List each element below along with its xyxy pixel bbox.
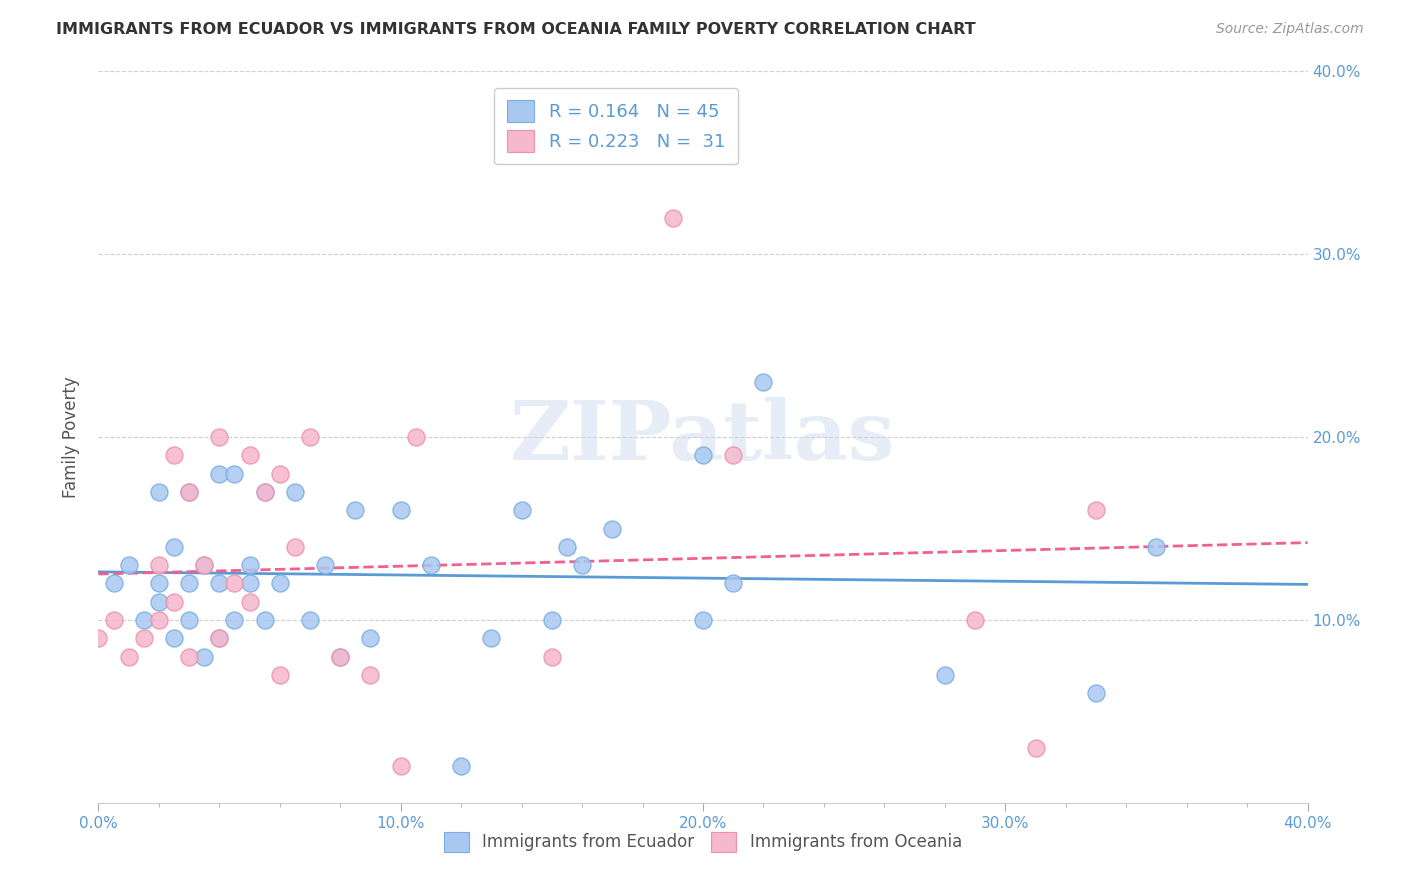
Text: ZIPatlas: ZIPatlas	[510, 397, 896, 477]
Point	[253, 613, 276, 627]
Point	[179, 576, 201, 591]
Point	[284, 485, 307, 500]
Point	[965, 613, 987, 627]
Point	[239, 558, 262, 573]
Point	[571, 558, 593, 573]
Point	[661, 211, 683, 225]
Point	[692, 448, 714, 462]
Point	[118, 558, 141, 573]
Point	[510, 503, 533, 517]
Point	[1085, 503, 1108, 517]
Point	[148, 485, 170, 500]
Y-axis label: Family Poverty: Family Poverty	[62, 376, 80, 498]
Point	[253, 485, 276, 500]
Point	[224, 467, 246, 481]
Point	[103, 613, 125, 627]
Point	[450, 759, 472, 773]
Point	[253, 485, 276, 500]
Point	[389, 759, 412, 773]
Point	[752, 375, 775, 389]
Point	[224, 576, 246, 591]
Point	[420, 558, 443, 573]
Point	[723, 448, 745, 462]
Point	[360, 667, 382, 681]
Point	[314, 558, 336, 573]
Point	[148, 613, 170, 627]
Point	[555, 540, 578, 554]
Legend: Immigrants from Ecuador, Immigrants from Oceania: Immigrants from Ecuador, Immigrants from…	[436, 823, 970, 860]
Point	[163, 448, 186, 462]
Point	[389, 503, 412, 517]
Point	[193, 558, 215, 573]
Point	[239, 594, 262, 608]
Point	[239, 448, 262, 462]
Point	[481, 632, 503, 646]
Point	[1085, 686, 1108, 700]
Point	[208, 430, 231, 444]
Point	[540, 613, 562, 627]
Text: IMMIGRANTS FROM ECUADOR VS IMMIGRANTS FROM OCEANIA FAMILY POVERTY CORRELATION CH: IMMIGRANTS FROM ECUADOR VS IMMIGRANTS FR…	[56, 22, 976, 37]
Point	[118, 649, 141, 664]
Point	[193, 558, 215, 573]
Point	[179, 649, 201, 664]
Point	[87, 632, 110, 646]
Point	[179, 613, 201, 627]
Point	[179, 485, 201, 500]
Point	[148, 558, 170, 573]
Point	[208, 632, 231, 646]
Point	[132, 613, 155, 627]
Point	[193, 649, 215, 664]
Point	[179, 485, 201, 500]
Point	[103, 576, 125, 591]
Point	[1144, 540, 1167, 554]
Point	[208, 576, 231, 591]
Point	[148, 576, 170, 591]
Point	[269, 667, 291, 681]
Point	[602, 521, 624, 535]
Point	[723, 576, 745, 591]
Point	[163, 632, 186, 646]
Point	[934, 667, 956, 681]
Point	[269, 576, 291, 591]
Point	[163, 540, 186, 554]
Point	[344, 503, 367, 517]
Point	[299, 430, 322, 444]
Point	[148, 594, 170, 608]
Point	[329, 649, 352, 664]
Point	[329, 649, 352, 664]
Point	[284, 540, 307, 554]
Point	[132, 632, 155, 646]
Point	[299, 613, 322, 627]
Point	[208, 632, 231, 646]
Point	[224, 613, 246, 627]
Point	[692, 613, 714, 627]
Point	[405, 430, 427, 444]
Point	[269, 467, 291, 481]
Point	[540, 649, 562, 664]
Point	[163, 594, 186, 608]
Text: Source: ZipAtlas.com: Source: ZipAtlas.com	[1216, 22, 1364, 37]
Point	[1024, 740, 1046, 755]
Point	[239, 576, 262, 591]
Point	[360, 632, 382, 646]
Point	[208, 467, 231, 481]
